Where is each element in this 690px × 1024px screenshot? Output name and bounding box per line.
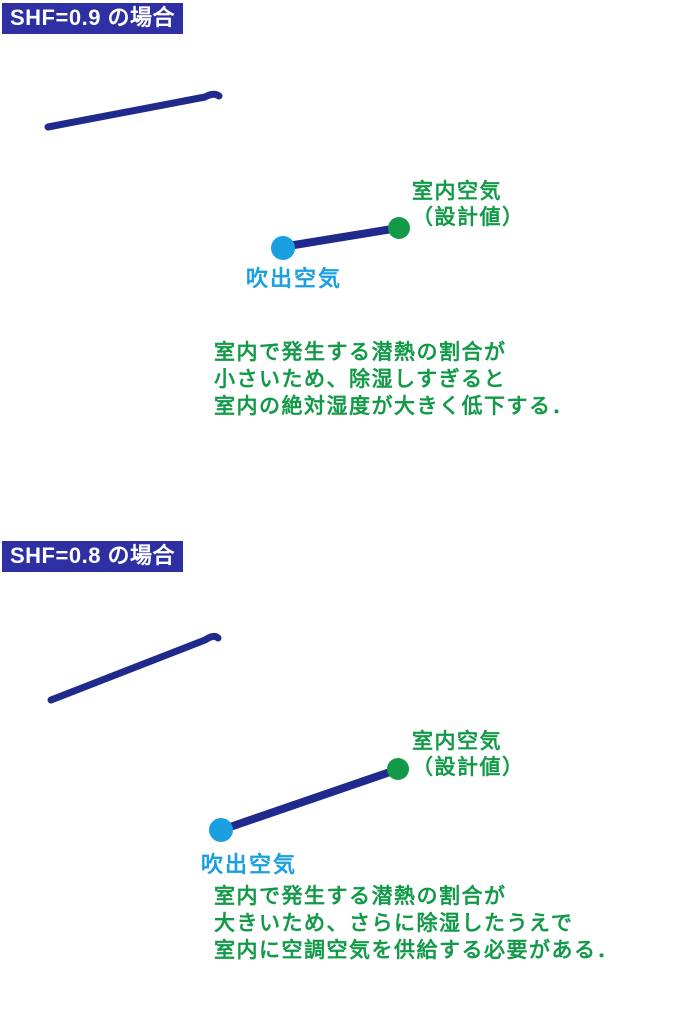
room-air-label-line2: （設計値） — [412, 206, 525, 229]
room-air-label-shf09: 室内空気 （設計値） — [412, 179, 525, 231]
shf-08-supply-air-point — [209, 818, 233, 842]
supply-air-label-shf08: 吹出空気 — [201, 852, 298, 877]
room-air-label-line2: （設計値） — [412, 756, 525, 779]
shf-09-supply-air-point — [271, 236, 295, 260]
shf-09-slope-line — [44, 90, 223, 131]
shf-09-room-air-point — [388, 217, 410, 239]
section-header-shf09: SHF=0.9 の場合 — [2, 3, 184, 34]
note-line: 室内の絶対湿度が大きく低下する． — [214, 395, 574, 418]
note-line: 室内で発生する潜熱の割合が — [214, 885, 507, 908]
supply-air-label-shf09: 吹出空気 — [246, 266, 343, 291]
note-shf09: 室内で発生する潜熱の割合が 小さいため、除湿しすぎると 室内の絶対湿度が大きく低… — [214, 339, 574, 420]
room-air-label-line1: 室内空気 — [412, 730, 502, 753]
room-air-label-line1: 室内空気 — [412, 180, 502, 203]
shf-09-process-line — [284, 225, 396, 250]
note-shf08: 室内で発生する潜熱の割合が 大きいため、さらに除湿したうえで 室内に空調空気を供… — [214, 883, 619, 964]
note-line: 室内で発生する潜熱の割合が — [214, 341, 507, 364]
shf-08-process-line — [226, 768, 394, 831]
shf-08-room-air-point — [387, 758, 409, 780]
note-line: 室内に空調空気を供給する必要がある． — [214, 939, 619, 962]
room-air-label-shf08: 室内空気 （設計値） — [412, 729, 525, 781]
shf-08-slope-line — [47, 632, 222, 704]
note-line: 小さいため、除湿しすぎると — [214, 368, 507, 391]
note-line: 大きいため、さらに除湿したうえで — [214, 912, 574, 935]
section-header-shf08: SHF=0.8 の場合 — [2, 541, 184, 572]
